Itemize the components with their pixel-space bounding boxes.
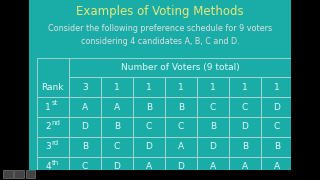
Text: 1: 1 (45, 103, 51, 112)
Text: st: st (52, 100, 58, 106)
Bar (3, 170, 13, 178)
Bar (37, 58, 69, 97)
Bar (69, 58, 293, 77)
Text: D: D (81, 122, 88, 131)
Bar (261, 117, 293, 137)
Text: 1: 1 (274, 83, 280, 92)
Bar (133, 117, 165, 137)
Text: D: D (113, 162, 120, 171)
Bar (229, 157, 261, 176)
Text: Rank: Rank (42, 83, 64, 92)
Text: B: B (178, 103, 184, 112)
Bar (14, 170, 24, 178)
Text: D: D (145, 142, 152, 151)
Bar (291, 0, 320, 180)
Bar (165, 137, 197, 157)
Bar (165, 157, 197, 176)
Bar (197, 137, 229, 157)
Bar (165, 97, 197, 117)
Text: Consider the following preference schedule for 9 voters: Consider the following preference schedu… (48, 24, 272, 33)
Bar (37, 97, 69, 117)
Text: 4: 4 (45, 162, 51, 171)
Bar (133, 77, 165, 97)
Bar (101, 157, 133, 176)
Bar (165, 117, 197, 137)
Text: C: C (114, 142, 120, 151)
Text: A: A (210, 162, 216, 171)
Text: C: C (210, 103, 216, 112)
Bar (69, 157, 101, 176)
Text: C: C (178, 122, 184, 131)
Text: 2: 2 (45, 122, 51, 131)
Text: rd: rd (52, 140, 59, 146)
Bar (197, 97, 229, 117)
Bar (197, 157, 229, 176)
Bar (69, 77, 101, 97)
Bar (133, 157, 165, 176)
Bar (0, 0, 29, 180)
Text: D: D (209, 142, 216, 151)
Text: 1: 1 (146, 83, 152, 92)
Bar (37, 157, 69, 176)
Text: A: A (178, 142, 184, 151)
Text: 1: 1 (114, 83, 120, 92)
Bar (229, 97, 261, 117)
Text: Examples of Voting Methods: Examples of Voting Methods (76, 4, 244, 17)
Text: nd: nd (52, 120, 61, 126)
Bar (261, 77, 293, 97)
Bar (133, 137, 165, 157)
Bar (37, 137, 69, 157)
Bar (197, 117, 229, 137)
Text: considering 4 candidates A, B, C and D.: considering 4 candidates A, B, C and D. (81, 37, 239, 46)
Bar (133, 97, 165, 117)
Bar (69, 97, 101, 117)
Text: A: A (114, 103, 120, 112)
Bar (101, 137, 133, 157)
Text: C: C (242, 103, 248, 112)
Bar (229, 77, 261, 97)
Text: B: B (274, 142, 280, 151)
Text: A: A (274, 162, 280, 171)
Bar (37, 117, 69, 137)
Text: C: C (146, 122, 152, 131)
Text: A: A (146, 162, 152, 171)
Text: 3: 3 (82, 83, 88, 92)
Text: B: B (242, 142, 248, 151)
Bar (229, 117, 261, 137)
Text: B: B (114, 122, 120, 131)
Bar (261, 97, 293, 117)
Text: B: B (82, 142, 88, 151)
Text: B: B (210, 122, 216, 131)
Text: A: A (242, 162, 248, 171)
Text: D: D (177, 162, 184, 171)
Text: D: D (273, 103, 280, 112)
Bar (261, 157, 293, 176)
Bar (101, 77, 133, 97)
Text: C: C (274, 122, 280, 131)
Text: th: th (52, 159, 59, 166)
Bar (26, 170, 35, 178)
Bar (0, 170, 320, 180)
Text: A: A (82, 103, 88, 112)
Text: C: C (82, 162, 88, 171)
Text: 1: 1 (210, 83, 216, 92)
Bar (101, 117, 133, 137)
Bar (165, 77, 197, 97)
Text: Number of Voters (9 total): Number of Voters (9 total) (121, 63, 240, 72)
Bar (101, 97, 133, 117)
Bar (69, 137, 101, 157)
Bar (197, 77, 229, 97)
Text: D: D (241, 122, 248, 131)
Text: 1: 1 (178, 83, 184, 92)
Bar (261, 137, 293, 157)
Bar (229, 137, 261, 157)
Text: B: B (146, 103, 152, 112)
Bar (69, 117, 101, 137)
Text: 1: 1 (242, 83, 248, 92)
Text: 3: 3 (45, 142, 51, 151)
